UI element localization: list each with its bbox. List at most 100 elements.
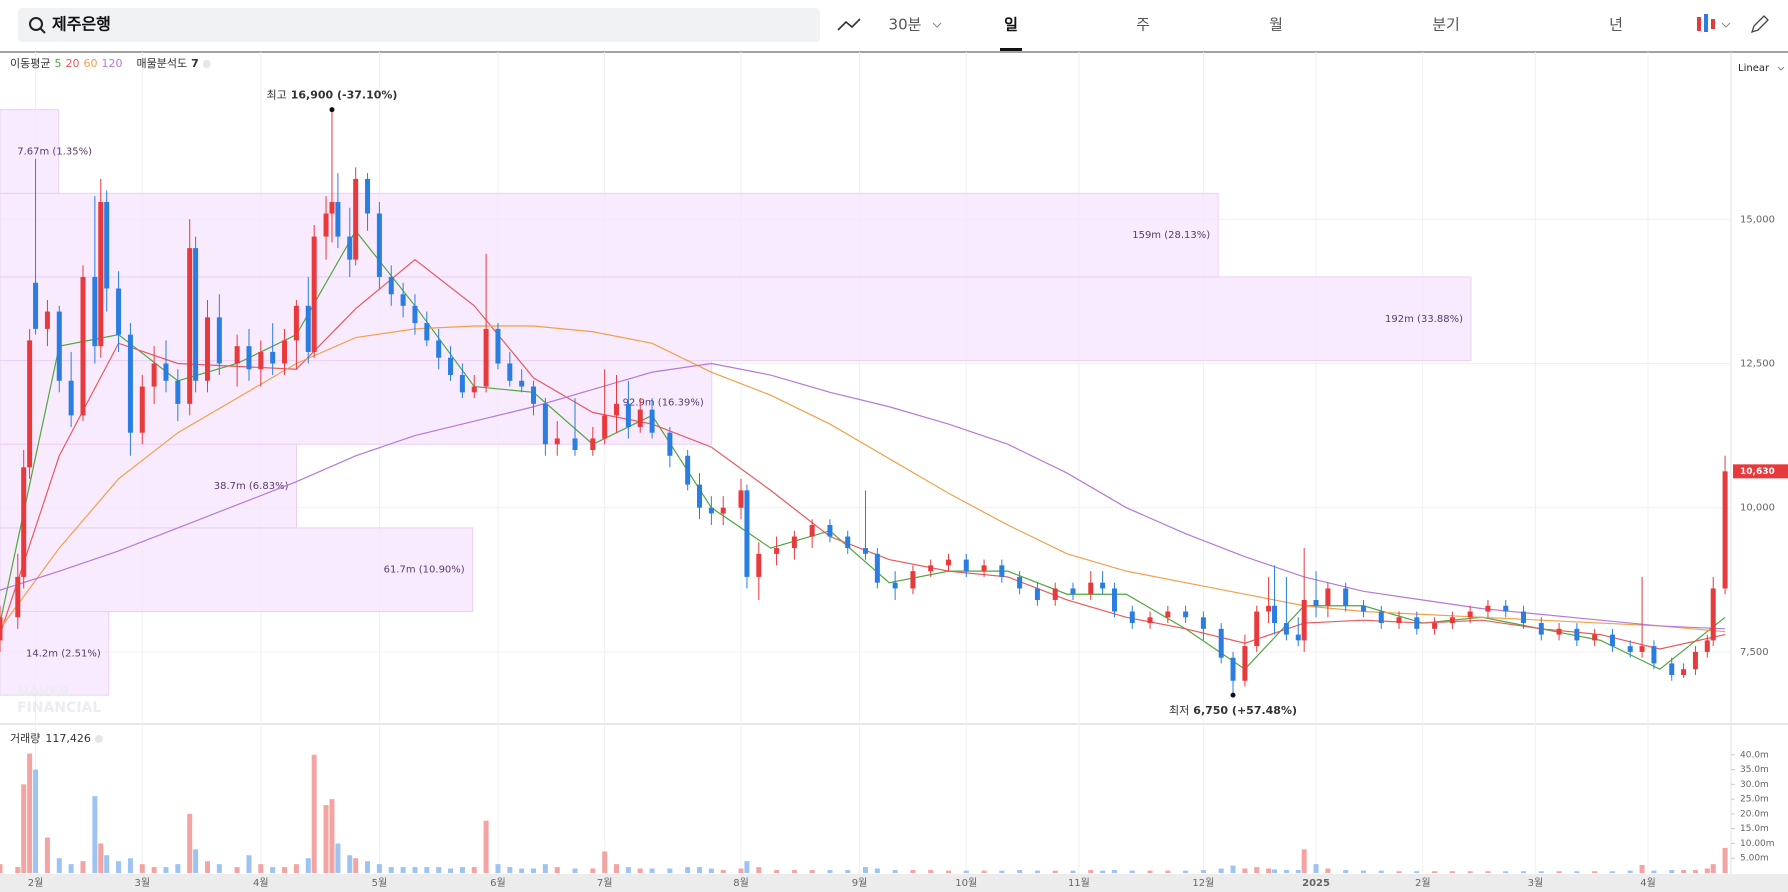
volume-tick-label: 30.0m [1740, 780, 1769, 790]
volume-bar [614, 864, 620, 873]
candle-body [1681, 669, 1687, 675]
volume-bar [1266, 868, 1272, 873]
candle-body [56, 311, 62, 381]
scale-label[interactable]: Linear [1738, 63, 1770, 74]
volume-bar [738, 868, 744, 873]
volume-bar [1242, 868, 1248, 873]
close-button[interactable] [94, 735, 103, 743]
volume-bar [572, 868, 578, 873]
candle-body [744, 490, 750, 577]
candle-body [697, 484, 703, 508]
volume-bar [1710, 864, 1716, 873]
candle-body [1378, 611, 1384, 624]
tab[interactable]: 분기 [1432, 16, 1460, 34]
volume-bar [892, 870, 898, 873]
candle-body [293, 305, 299, 341]
candle-body [365, 178, 371, 214]
volume-bar [1295, 870, 1301, 873]
dropdown-icon[interactable] [1721, 22, 1731, 28]
candle-body [412, 305, 418, 324]
tab[interactable]: 년 [1609, 16, 1623, 34]
volume-bar [305, 858, 311, 873]
legend-entry: 5 [54, 57, 61, 70]
candle-body [151, 363, 157, 387]
candle-body [193, 248, 199, 381]
volume-tick-label: 10.00m [1740, 839, 1775, 849]
candle-body [1052, 588, 1058, 600]
volume-bar [459, 867, 465, 873]
profile-box [0, 109, 60, 194]
candle-body [1301, 599, 1307, 641]
profile-label: 61.7m (10.90%) [384, 565, 465, 576]
profile-legend: 매물분석도 [136, 57, 187, 70]
line-chart-icon[interactable] [837, 18, 861, 31]
volume-bar [1681, 870, 1687, 873]
volume-bar [1574, 871, 1580, 873]
x-tick-label: 10월 [955, 877, 977, 889]
candle-body [1692, 651, 1698, 670]
y-tick-label: 12,500 [1740, 358, 1775, 369]
volume-bar [1017, 870, 1023, 873]
watermark: NAVER FINANCIAL [17, 684, 101, 716]
candle-body [774, 548, 780, 554]
dropdown-icon[interactable] [1777, 66, 1785, 71]
candle-body [139, 386, 145, 433]
dropdown-icon[interactable] [932, 22, 942, 28]
search-icon [29, 17, 43, 31]
candle-body [863, 548, 868, 554]
search-icon [39, 27, 46, 34]
volume-bar [335, 843, 341, 873]
candle-body [572, 438, 578, 451]
candle-body [175, 380, 181, 404]
volume-bar [347, 855, 353, 873]
candle-body [15, 576, 21, 618]
ma-line [0, 362, 1726, 630]
candle-body [187, 248, 193, 404]
profile-label: 159m (28.13%) [1132, 230, 1210, 241]
volume-bar [234, 867, 240, 873]
candle-body [1432, 623, 1438, 629]
last-price-label: 10,630 [1740, 467, 1775, 477]
candle-body [738, 490, 744, 508]
volume-bar [282, 867, 288, 873]
volume-bar [637, 868, 643, 873]
volume-bar [293, 864, 299, 873]
search-box[interactable] [18, 8, 820, 42]
candle-body [910, 571, 916, 589]
volume-bar [1360, 870, 1366, 873]
candle-body [98, 201, 104, 347]
volume-bar [1651, 870, 1657, 873]
icon-part [1711, 19, 1715, 29]
candle-body [1230, 657, 1236, 681]
volume-bar [412, 867, 418, 873]
volume-bar [1396, 871, 1402, 873]
ma-legend-title[interactable]: 이동평균 [10, 57, 50, 70]
x-tick-label: 11월 [1068, 877, 1090, 889]
volume-bar [1704, 868, 1710, 873]
volume-tick-label: 15.0m [1740, 824, 1769, 834]
candle-body [827, 524, 833, 537]
candle-body [1313, 599, 1319, 606]
tab[interactable]: 월 [1269, 16, 1283, 34]
tab-selected[interactable]: 일 [1004, 16, 1018, 34]
candle-body [1254, 611, 1260, 647]
candle-body [1070, 588, 1076, 595]
candle-body [1639, 646, 1645, 652]
candle-body [999, 565, 1005, 577]
search-text[interactable]: 제주은행 [52, 15, 111, 34]
volume-bar [92, 796, 98, 873]
candle-body [1722, 471, 1728, 589]
volume-bar [0, 864, 3, 873]
volume-bar [400, 867, 406, 873]
tab[interactable]: 주 [1136, 16, 1150, 34]
close-button[interactable] [202, 60, 211, 68]
chart-type-icon[interactable] [1697, 14, 1715, 32]
candle-body [347, 236, 353, 260]
volume-bar [1165, 870, 1171, 873]
edit-icon[interactable] [1750, 15, 1769, 34]
candle-body [1467, 611, 1473, 618]
tab[interactable]: 30분 [889, 16, 922, 34]
volume-bar [945, 870, 951, 873]
volume-bar [1283, 870, 1289, 873]
candle-body [311, 236, 317, 352]
